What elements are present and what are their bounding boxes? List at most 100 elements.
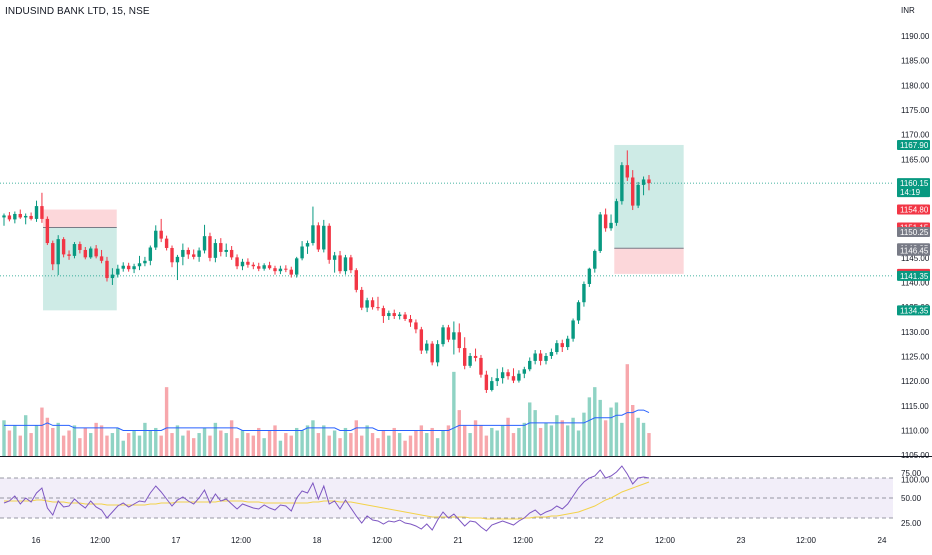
candle-body xyxy=(636,184,640,206)
candle-body xyxy=(360,289,364,308)
volume-bar xyxy=(495,430,499,456)
volume-bar xyxy=(148,430,153,456)
volume-bar xyxy=(419,425,424,456)
volume-bar xyxy=(197,433,201,456)
candle-body xyxy=(192,254,196,257)
candle xyxy=(72,242,77,259)
price-tick-label: 1115.00 xyxy=(901,402,929,411)
candle-body xyxy=(479,357,483,375)
price-badge: 1146.45 xyxy=(897,245,930,256)
candle xyxy=(175,254,180,281)
volume-bar xyxy=(284,433,288,456)
candle-body xyxy=(148,247,153,261)
volume-bar xyxy=(278,440,283,456)
candle-body xyxy=(408,318,413,323)
candle-body xyxy=(159,230,163,239)
candle xyxy=(614,198,619,226)
candle xyxy=(18,209,22,219)
candle-body xyxy=(300,246,304,259)
candle xyxy=(441,324,445,347)
volume-bar xyxy=(13,425,17,456)
candle-body xyxy=(614,201,619,223)
candle xyxy=(126,262,131,272)
candle xyxy=(484,370,489,393)
volume-bar xyxy=(294,427,299,456)
candle xyxy=(105,256,109,282)
candle-body xyxy=(51,243,55,265)
candle xyxy=(495,368,499,387)
volume-bar xyxy=(457,410,461,456)
volume-bar xyxy=(89,433,93,456)
volume-bar xyxy=(78,438,82,456)
candle xyxy=(273,265,277,275)
candle xyxy=(83,247,87,260)
price-badge: 1141.35 xyxy=(897,270,930,281)
volume-bar xyxy=(322,425,326,456)
candle xyxy=(300,241,304,261)
candle-body xyxy=(598,214,602,251)
time-tick-label: 12:00 xyxy=(231,536,252,545)
volume-bars xyxy=(2,364,651,456)
volume-bar xyxy=(425,433,429,456)
candle-body xyxy=(278,268,283,272)
volume-bar xyxy=(571,417,575,456)
candle-body xyxy=(294,258,299,275)
candle xyxy=(246,258,250,268)
candle xyxy=(267,261,272,270)
candle xyxy=(376,296,380,311)
candle xyxy=(257,262,261,272)
volume-bar xyxy=(468,433,472,456)
candle xyxy=(219,238,223,257)
candle-body xyxy=(83,249,87,258)
candle-body xyxy=(343,257,348,272)
candle xyxy=(609,214,613,231)
candle-body xyxy=(435,344,440,363)
price-badge-label: 1141.35 xyxy=(900,272,929,281)
candle-body xyxy=(7,215,12,220)
volume-bar xyxy=(463,425,467,456)
rsi-tick-label: 25.00 xyxy=(901,519,922,528)
candle-body xyxy=(235,257,239,267)
candle-body xyxy=(533,353,537,361)
candle xyxy=(620,162,624,205)
candle xyxy=(208,232,212,262)
price-badge-bg xyxy=(897,245,930,256)
candle-body xyxy=(549,352,554,356)
position-stop-zone xyxy=(614,248,684,274)
time-tick-label: 12:00 xyxy=(796,536,817,545)
volume-bar xyxy=(327,435,331,456)
volume-bar xyxy=(251,435,256,456)
volume-bar xyxy=(83,427,87,456)
volume-bar xyxy=(154,427,158,456)
volume-bar xyxy=(300,430,304,456)
price-tick-label: 1145.00 xyxy=(901,254,930,263)
candle xyxy=(170,245,174,268)
candle xyxy=(473,348,478,362)
candle xyxy=(419,326,424,354)
candle-body xyxy=(387,313,391,317)
candle-body xyxy=(34,206,39,219)
volume-bar xyxy=(430,427,434,456)
volume-ma-line xyxy=(4,409,650,431)
volume-bar xyxy=(338,438,342,456)
candle-body xyxy=(452,332,456,340)
volume-bar xyxy=(175,425,180,456)
rsi-tick-label: 50.00 xyxy=(901,494,922,503)
candle xyxy=(148,245,153,266)
candle xyxy=(121,262,125,272)
candle xyxy=(289,266,293,278)
volume-bar xyxy=(246,433,250,456)
time-tick-label: 12:00 xyxy=(655,536,676,545)
volume-bar xyxy=(587,397,592,456)
candle xyxy=(360,286,364,311)
candle-body xyxy=(457,332,461,349)
candle-body xyxy=(576,302,581,321)
candle-body xyxy=(213,243,218,258)
time-tick-label: 12:00 xyxy=(372,536,393,545)
price-axis: INR1190.001185.001180.001175.001170.0011… xyxy=(897,6,930,485)
candle xyxy=(354,268,358,293)
currency-label: INR xyxy=(901,6,915,15)
candle-body xyxy=(13,213,17,220)
